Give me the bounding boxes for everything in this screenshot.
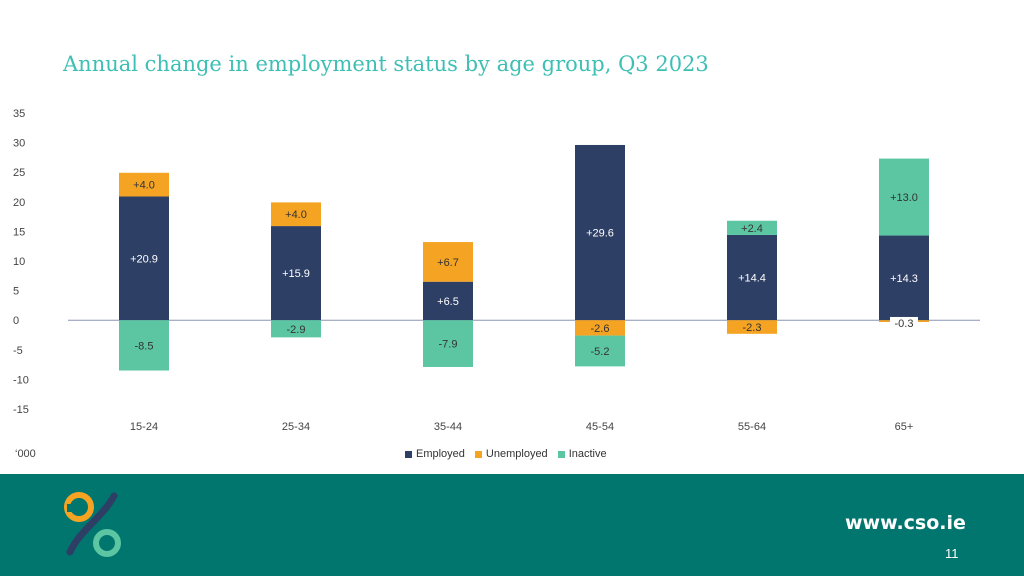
x-tick-label: 45-54 (586, 421, 614, 433)
y-axis: 35 30 25 20 15 10 5 0 -5 -10 -15 (13, 108, 980, 416)
y-tick-label: -10 (13, 374, 29, 386)
legend-label-inactive: Inactive (568, 448, 607, 460)
legend-label-employed: Employed (416, 448, 465, 460)
data-label: -8.5 (135, 340, 154, 352)
data-label: +15.9 (282, 268, 310, 280)
page-number: 11 (945, 546, 959, 561)
data-label: -2.3 (743, 322, 762, 334)
data-label: -5.2 (591, 346, 610, 358)
data-label: +14.3 (890, 273, 918, 285)
x-tick-label: 25-34 (282, 421, 310, 433)
legend-swatch-employed (405, 450, 412, 458)
bar-unemployed (575, 320, 625, 336)
bar-employed (271, 226, 321, 321)
legend-swatch-unemployed (474, 450, 482, 458)
legend-employed: Employed (405, 448, 465, 460)
bar-inactive (271, 320, 321, 338)
footer: www.cso.ie 11 (0, 474, 1024, 576)
x-tick-label: 35-44 (434, 421, 462, 433)
bar-employed (119, 196, 169, 321)
bar-inactive (575, 335, 625, 367)
legend-inactive: Inactive (557, 448, 607, 460)
y-tick-label: -15 (13, 404, 29, 416)
cso-logo-icon (64, 492, 121, 557)
legend-swatch-inactive (557, 450, 565, 458)
x-axis: 15-24 25-34 35-44 45-54 55-64 65+ (130, 421, 913, 433)
x-tick-label: 65+ (895, 421, 914, 433)
site-url: www.cso.ie (845, 512, 966, 534)
data-labels: +20.9 +4.0 -8.5 +15.9 +4.0 -2.9 +6.5 +6.7 -7.9 +2… (130, 180, 918, 358)
data-label: -2.9 (287, 324, 306, 336)
bar-inactive (119, 320, 169, 371)
data-label: +2.4 (741, 223, 763, 235)
y-tick-label: 5 (13, 286, 19, 298)
unit-label: ‘000 (15, 448, 36, 460)
bar-employed (575, 144, 625, 321)
y-tick-label: -5 (13, 345, 23, 357)
data-label: +4.0 (133, 180, 155, 192)
data-label: +29.6 (586, 228, 614, 240)
bar-employed (879, 235, 929, 321)
data-label: +4.0 (285, 209, 307, 221)
bar-unemployed (423, 242, 473, 282)
data-label: +13.0 (890, 192, 918, 204)
bars (119, 144, 929, 371)
y-tick-label: 30 (13, 138, 25, 150)
bar-unemployed (119, 172, 169, 197)
data-label: +6.7 (437, 257, 459, 269)
y-tick-label: 15 (13, 226, 25, 238)
y-tick-label: 10 (13, 256, 25, 268)
legend-unemployed: Unemployed (474, 448, 548, 460)
data-label: +14.4 (738, 273, 766, 285)
bar-unemployed (271, 202, 321, 227)
legend-label-unemployed: Unemployed (485, 448, 548, 460)
y-tick-label: 35 (13, 108, 25, 120)
bar-inactive (727, 220, 777, 235)
data-label: -7.9 (439, 339, 458, 351)
data-label: +6.5 (437, 296, 459, 308)
data-label: -0.3 (895, 318, 914, 330)
data-label-background (890, 316, 918, 329)
legend: Employed Unemployed Inactive (405, 448, 607, 460)
y-tick-label: 20 (13, 197, 25, 209)
bar-inactive (879, 158, 929, 236)
bar-employed (727, 234, 777, 321)
y-tick-label: 25 (13, 167, 25, 179)
data-label: -2.6 (591, 323, 610, 335)
bar-employed (423, 281, 473, 321)
chart-title: Annual change in employment status by ag… (63, 52, 709, 76)
bar-unemployed (727, 320, 777, 334)
bar-chart: 35 30 25 20 15 10 5 0 -5 -10 -15 +20.9 +4.0 -8.5 +15.… (13, 108, 980, 433)
x-tick-label: 15-24 (130, 421, 158, 433)
data-label: +20.9 (130, 253, 158, 265)
bar-inactive (423, 320, 473, 367)
x-tick-label: 55-64 (738, 421, 766, 433)
y-tick-label: 0 (13, 315, 19, 327)
